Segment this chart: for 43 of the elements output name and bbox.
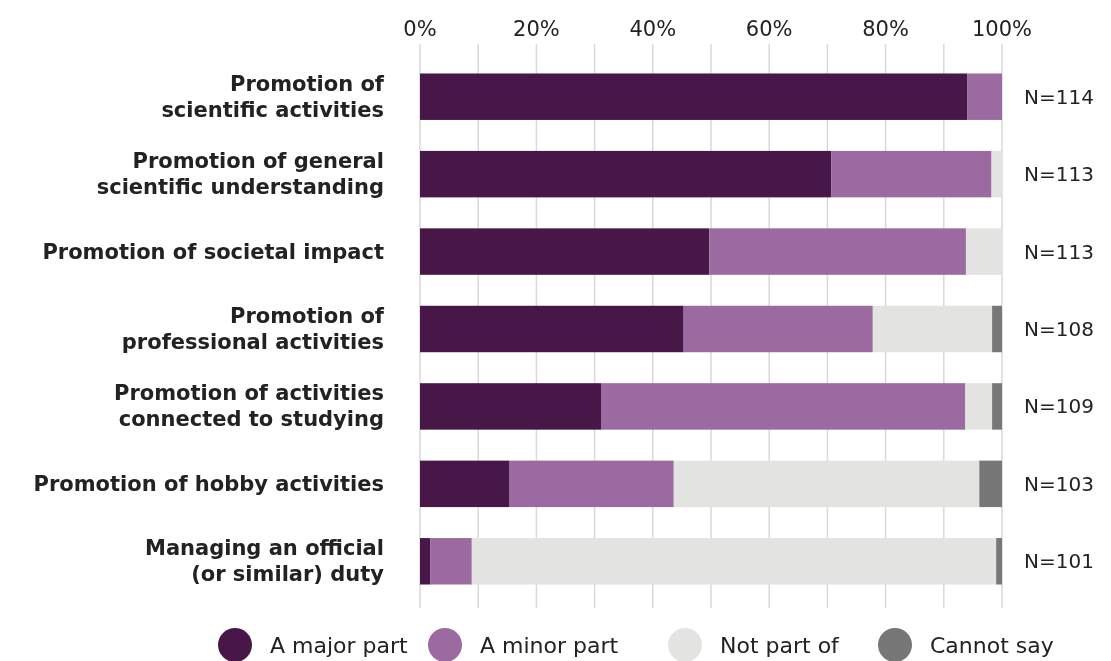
x-tick-label: 20% — [513, 17, 560, 41]
text: N=109 — [1024, 394, 1094, 419]
bar — [420, 383, 601, 430]
text: N=103 — [1024, 471, 1094, 496]
text: N=114 — [1024, 84, 1094, 109]
bar — [430, 538, 472, 585]
x-tick-label: 0% — [403, 17, 437, 41]
text: N=101 — [1024, 549, 1094, 574]
bar — [420, 150, 832, 198]
legend-label: A major part — [270, 633, 409, 658]
y-tick-label: Promotion of societal impact — [42, 239, 384, 264]
bar — [992, 383, 1002, 430]
bar — [601, 383, 966, 430]
bar — [967, 73, 1002, 120]
bar — [979, 460, 1002, 508]
y-tick-label: Promotion of professional activities — [121, 304, 385, 354]
x-tick-label: 60% — [745, 17, 793, 41]
bar — [509, 460, 674, 508]
y-tick-label: Promotion of hobby activities — [33, 471, 384, 496]
legend-label: Cannot say — [930, 633, 1054, 658]
text: N=108 — [1024, 317, 1094, 341]
y-tick-label: Promotion of scientific activities — [161, 71, 385, 122]
text: N=113 — [1024, 162, 1094, 187]
bar — [420, 228, 710, 275]
bar — [420, 73, 968, 120]
legend-label: A minor part — [480, 633, 619, 658]
text: N=113 — [1024, 239, 1094, 264]
bar — [992, 305, 1002, 353]
x-tick-label: 100% — [971, 17, 1033, 41]
bar — [831, 150, 992, 198]
y-tick-label: Promotion of activities connected to studying — [113, 381, 384, 432]
legend-label: Not part of — [720, 633, 841, 658]
bar — [965, 383, 993, 430]
bar — [420, 538, 431, 585]
x-tick-label: 80% — [862, 17, 909, 41]
bar — [420, 460, 510, 508]
y-tick-label: Managing an official (or similar) duty — [144, 536, 385, 587]
bar — [996, 538, 1002, 585]
bar — [709, 228, 966, 275]
bar — [683, 305, 873, 353]
y-tick-label: Promotion of general scientific understanding — [96, 149, 384, 200]
x-tick-label: 40% — [629, 17, 677, 41]
bar — [420, 305, 684, 353]
